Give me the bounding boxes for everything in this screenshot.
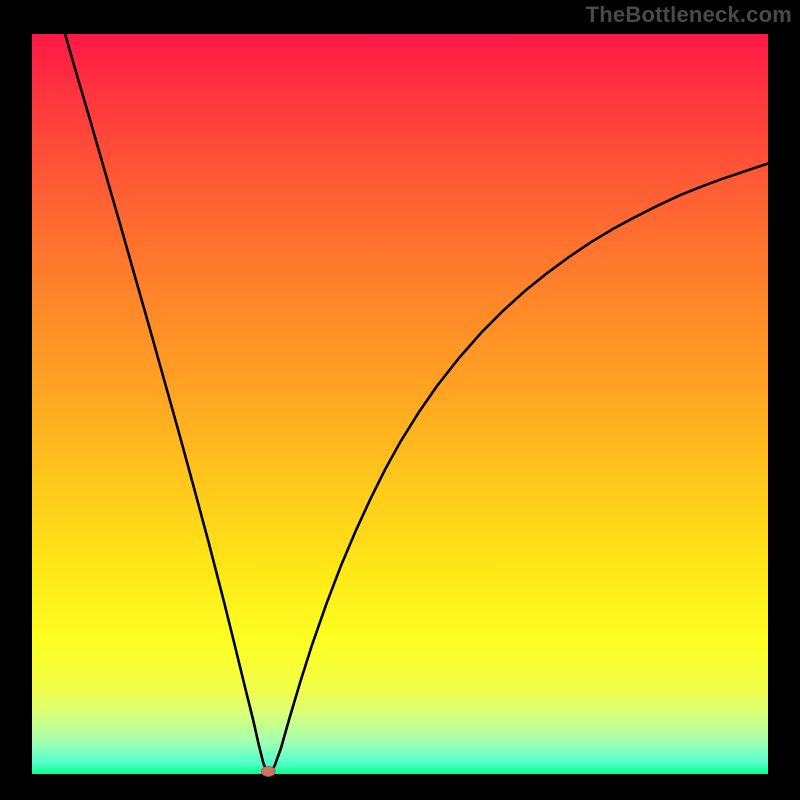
chart-svg <box>0 0 800 800</box>
plot-background <box>32 34 768 774</box>
watermark-text: TheBottleneck.com <box>586 2 792 28</box>
chart-container: TheBottleneck.com <box>0 0 800 800</box>
optimum-marker <box>261 766 275 776</box>
